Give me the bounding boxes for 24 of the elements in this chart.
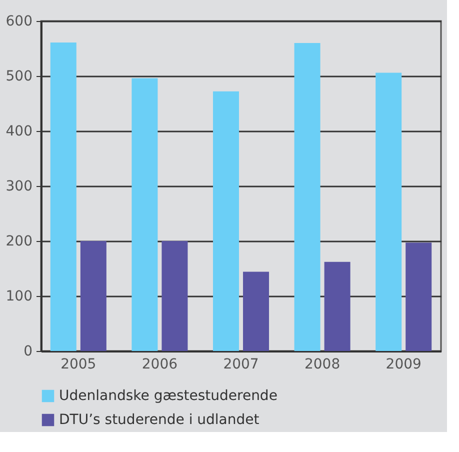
y-tick-label: 0: [24, 344, 32, 360]
legend-label: DTU’s studerende i udlandet: [59, 412, 260, 428]
bar: [162, 241, 188, 351]
x-tick-label: 2007: [223, 356, 259, 372]
y-tick-label: 400: [6, 124, 32, 140]
bar: [294, 43, 320, 351]
y-tick-label: 300: [6, 178, 32, 194]
bar: [132, 78, 158, 351]
x-tick-label: 2005: [60, 356, 96, 372]
bar: [50, 42, 76, 351]
bar: [324, 262, 350, 351]
bar: [212, 91, 239, 351]
y-tick-label: 500: [6, 68, 32, 84]
bar: [376, 72, 402, 351]
x-tick-label: 2008: [304, 356, 340, 372]
y-tick-label: 200: [6, 234, 32, 250]
x-tick-label: 2006: [142, 356, 178, 372]
y-tick-label: 100: [6, 288, 32, 304]
bar: [406, 242, 432, 351]
bar: [80, 241, 106, 351]
x-tick-label: 2009: [386, 356, 422, 372]
legend-label: Udenlandske gæstestuderende: [59, 388, 278, 404]
bar: [243, 272, 270, 351]
y-tick-label: 600: [6, 14, 32, 30]
